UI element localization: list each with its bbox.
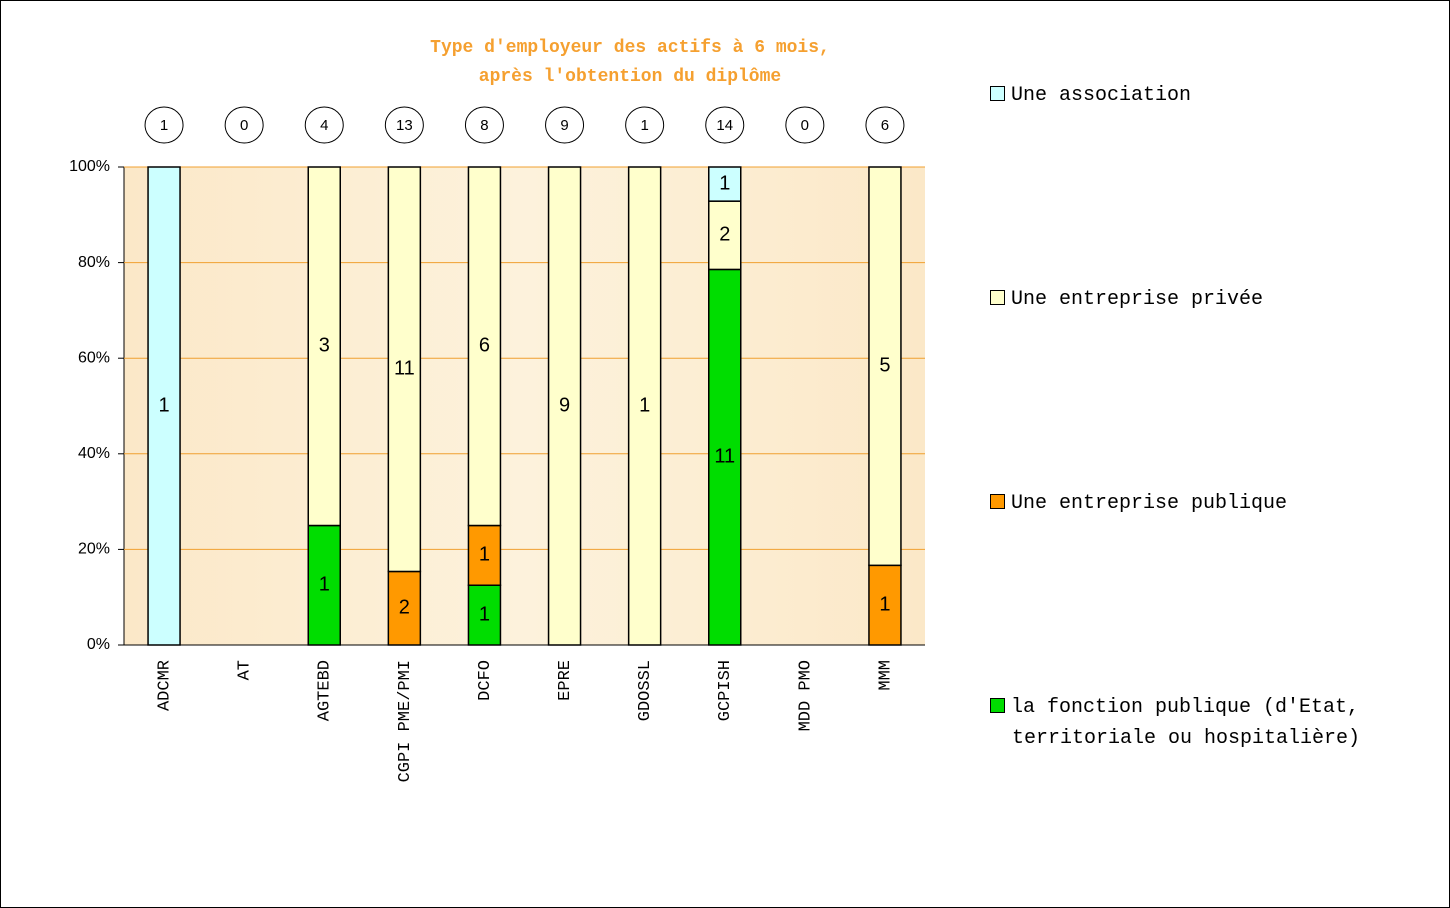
x-tick-label: CGPI PME/PMI	[396, 660, 415, 782]
x-tick-label: MMM	[876, 660, 895, 691]
data-label: 2	[719, 224, 730, 246]
data-label: 2	[399, 597, 410, 619]
y-tick-label: 0%	[87, 636, 110, 653]
total-label: 8	[480, 117, 488, 134]
data-label: 1	[479, 603, 490, 625]
bar-segment	[708, 166, 742, 202]
total-circle	[625, 106, 665, 144]
data-label: 9	[559, 394, 570, 416]
plot-area	[124, 167, 925, 645]
data-label: 1	[639, 394, 650, 416]
data-label: 11	[394, 358, 415, 380]
legend-swatch	[990, 290, 1005, 305]
data-label: 5	[879, 354, 890, 376]
total-label: 9	[560, 117, 568, 134]
data-label: 11	[714, 445, 735, 467]
y-tick-label: 20%	[78, 541, 110, 558]
bar-segment	[307, 166, 341, 527]
data-label: 6	[479, 335, 490, 357]
y-tick-label: 80%	[78, 254, 110, 271]
title-box: Type d'employeur des actifs à 6 mois, ap…	[330, 34, 930, 92]
bar-segment	[708, 268, 742, 646]
legend-item: Une association	[990, 80, 1432, 111]
x-tick-label: ADCMR	[156, 660, 175, 711]
bar-segment	[547, 166, 582, 646]
legend-label: Une association	[1011, 84, 1192, 107]
total-label: 4	[320, 117, 328, 134]
data-label: 1	[319, 574, 330, 596]
chart-title: Type d'employeur des actifs à 6 mois, ap…	[430, 38, 830, 87]
total-label: 1	[640, 117, 648, 134]
total-label: 0	[240, 117, 248, 134]
total-label: 14	[716, 117, 733, 134]
y-tick-label: 40%	[78, 445, 110, 462]
total-label: 0	[801, 117, 809, 134]
x-tick-label: GCPISH	[716, 660, 735, 721]
legend-swatch	[990, 86, 1005, 101]
bar-segment	[467, 524, 502, 586]
legend-item: la fonction publique (d'Etat, territoria…	[990, 692, 1432, 754]
legend-item: Une entreprise privée	[990, 284, 1432, 315]
y-tick-label: 100%	[69, 158, 110, 175]
total-circle	[464, 106, 504, 144]
total-circle	[224, 106, 264, 144]
legend-swatch	[990, 698, 1005, 713]
bar-segment	[387, 166, 422, 573]
total-circle	[785, 106, 825, 144]
legend-swatch	[990, 494, 1005, 509]
total-label: 6	[881, 117, 889, 134]
total-circle	[705, 106, 745, 144]
x-tick-label: EPRE	[556, 660, 575, 701]
total-circle	[865, 106, 905, 144]
data-label: 1	[479, 544, 490, 566]
total-label: 1	[160, 117, 168, 134]
data-label: 3	[319, 335, 330, 357]
legend-label: Une entreprise privée	[1011, 288, 1264, 311]
data-label: 1	[158, 394, 169, 416]
total-circle	[545, 106, 585, 144]
data-label: 1	[719, 172, 730, 194]
x-tick-label: AGTEBD	[316, 660, 335, 721]
x-tick-label: AT	[236, 660, 255, 680]
bar-segment	[387, 570, 422, 646]
legend-label: Une entreprise publique	[1011, 492, 1288, 515]
bar-segment	[467, 584, 502, 646]
x-tick-label: DCFO	[476, 660, 495, 701]
bar-segment	[307, 524, 341, 646]
total-circle	[384, 106, 424, 144]
bar-segment	[868, 166, 902, 567]
total-circle	[304, 106, 344, 144]
y-tick-label: 60%	[78, 349, 110, 366]
bar-segment	[147, 166, 181, 646]
x-tick-label: MDD PMO	[796, 660, 815, 731]
x-tick-label: GDOSSL	[636, 660, 655, 721]
legend-label: la fonction publique (d'Etat, territoria…	[1011, 696, 1361, 750]
data-label: 1	[879, 593, 890, 615]
legend-item: Une entreprise publique	[990, 488, 1432, 519]
bar-segment	[627, 166, 662, 646]
bar-segment	[467, 166, 502, 527]
total-circle	[144, 106, 184, 144]
total-label: 13	[396, 117, 413, 134]
